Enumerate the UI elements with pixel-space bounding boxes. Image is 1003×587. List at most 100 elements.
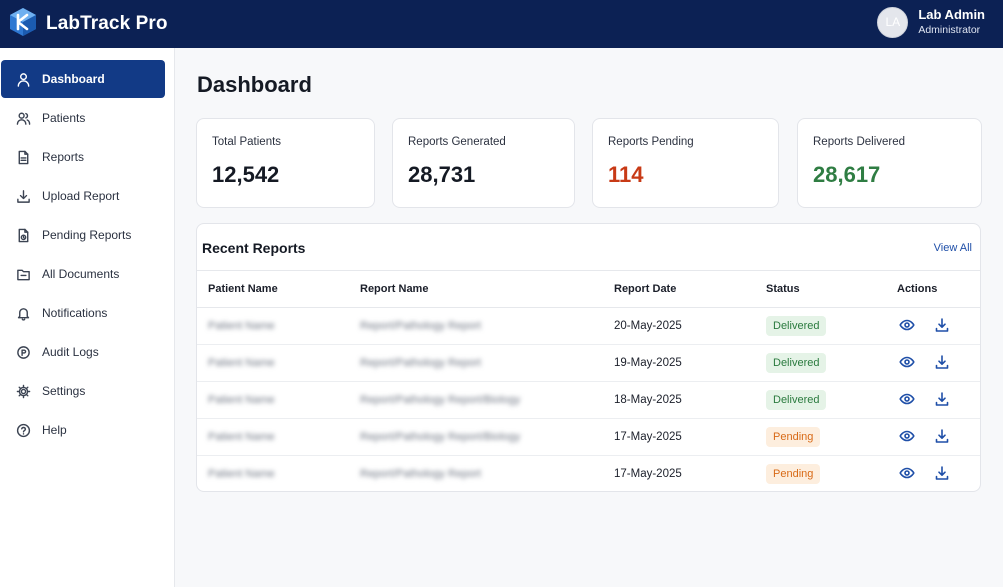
report-name: Report/Pathology Report/Biology [360, 430, 521, 443]
sidebar-item-label: Upload Report [42, 189, 120, 203]
view-icon[interactable] [897, 463, 917, 483]
view-icon[interactable] [897, 352, 917, 372]
table-row[interactable]: Patient Name Report/Pathology Report/Biol… [197, 381, 980, 419]
sidebar-item-settings[interactable]: Settings [1, 372, 165, 410]
actions-cell [896, 344, 980, 382]
recent-reports-table: Patient Name Report Name Report Date Sta… [197, 271, 980, 491]
sidebar-item-label: Reports [42, 150, 85, 164]
table-row[interactable]: Patient Name Report/Pathology Report 17-Ma… [197, 455, 980, 491]
stat-value: 28,617 [813, 162, 881, 187]
sidebar-item-audit-logs[interactable]: Audit Logs [1, 333, 165, 371]
status-cell: Delivered [766, 344, 896, 382]
column-header-actions: Actions [896, 271, 980, 308]
patient-name-cell: Patient Name [197, 307, 360, 345]
page-title: Dashboard [197, 72, 312, 97]
report-name-cell: Report/Pathology Report/Biology [360, 381, 614, 419]
labtrack-logo-icon [8, 7, 38, 42]
sidebar-item-patients[interactable]: Patients [1, 99, 165, 137]
column-header-status[interactable]: Status [766, 271, 896, 308]
report-date: 18-May-2025 [614, 381, 766, 419]
table-row[interactable]: Patient Name Report/Pathology Report/Biol… [197, 418, 980, 456]
sidebar-item-notifications[interactable]: Notifications [1, 294, 165, 332]
view-icon[interactable] [897, 426, 917, 446]
sidebar-item-label: Audit Logs [42, 345, 99, 359]
status-cell: Delivered [766, 307, 896, 345]
audit-logs-icon [15, 344, 31, 360]
sidebar-item-pending-reports[interactable]: Pending Reports [1, 216, 165, 254]
sidebar-item-label: Pending Reports [42, 228, 132, 242]
stat-label: Reports Delivered [813, 136, 906, 148]
view-icon[interactable] [897, 315, 917, 335]
stat-card-total-patients[interactable]: Total Patients 12,542 [196, 118, 375, 208]
actions-cell [896, 455, 980, 491]
report-date: 19-May-2025 [614, 344, 766, 382]
user-menu[interactable]: LA Lab Admin Administrator [877, 6, 985, 38]
avatar[interactable]: LA [877, 6, 909, 38]
table-row[interactable]: Patient Name Report/Pathology Report 19-Ma… [197, 344, 980, 382]
sidebar: Dashboard Patients Reports Upload Report… [0, 48, 175, 587]
sidebar-item-all-documents[interactable]: All Documents [1, 255, 165, 293]
column-header-report-name[interactable]: Report Name [360, 271, 614, 308]
gear-icon [15, 383, 31, 399]
report-date: 17-May-2025 [614, 467, 682, 480]
stat-card-reports-generated[interactable]: Reports Generated 28,731 [392, 118, 575, 208]
patient-name-cell: Patient Name [197, 418, 360, 456]
sidebar-item-dashboard[interactable]: Dashboard [1, 60, 165, 98]
report-name: Report/Pathology Report/Biology [360, 393, 521, 406]
sidebar-item-label: Dashboard [42, 72, 105, 86]
download-icon[interactable] [932, 315, 952, 335]
stat-card-reports-pending[interactable]: Reports Pending 114 [592, 118, 779, 208]
stat-value: 12,542 [212, 162, 280, 187]
stat-card-reports-delivered[interactable]: Reports Delivered 28,617 [797, 118, 982, 208]
logo[interactable]: LabTrack Pro [8, 7, 168, 42]
report-date: 20-May-2025 [614, 307, 766, 345]
recent-reports-panel: Recent Reports View All Patient Name Rep… [196, 223, 981, 492]
stat-value: 114 [608, 162, 644, 187]
stat-label: Total Patients [212, 136, 282, 148]
column-header-patient-name[interactable]: Patient Name [197, 271, 360, 308]
table-row[interactable]: Patient Name Report/Pathology Report 20-Ma… [197, 307, 980, 345]
app-title: LabTrack Pro [46, 13, 168, 34]
status-badge: Pending [766, 426, 821, 447]
sidebar-item-help[interactable]: Help [1, 411, 165, 449]
sidebar-item-label: Notifications [42, 306, 108, 320]
download-icon[interactable] [932, 463, 952, 483]
patient-name: Patient Name [208, 356, 275, 369]
report-name-cell: Report/Pathology Report [360, 455, 614, 491]
user-role: Administrator [918, 24, 981, 36]
status-badge: Delivered [766, 352, 827, 373]
pending-reports-icon [15, 227, 31, 243]
sidebar-item-label: Help [42, 423, 67, 437]
download-icon[interactable] [932, 389, 952, 409]
patient-name-cell: Patient Name [197, 455, 360, 491]
top-bar: LabTrack Pro LA Lab Admin Administrator [0, 0, 1003, 48]
sidebar-item-upload-report[interactable]: Upload Report [1, 177, 165, 215]
report-name-cell: Report/Pathology Report [360, 307, 614, 345]
sidebar-item-label: Patients [42, 111, 86, 125]
view-all-link[interactable]: View All [933, 242, 972, 254]
main-content: Dashboard Total Patients 12,542 Reports … [176, 48, 1003, 587]
patient-name-cell: Patient Name [197, 344, 360, 382]
patient-name: Patient Name [208, 467, 275, 480]
column-header-report-date[interactable]: Report Date [614, 271, 766, 308]
status-cell: Pending [766, 418, 896, 456]
folder-icon [15, 266, 31, 282]
dashboard-icon [15, 71, 31, 87]
recent-reports-header: Recent Reports View All [197, 224, 980, 271]
sidebar-item-reports[interactable]: Reports [1, 138, 165, 176]
sidebar-item-label: All Documents [42, 267, 120, 281]
patient-name: Patient Name [208, 319, 275, 332]
view-icon[interactable] [897, 389, 917, 409]
download-icon[interactable] [932, 426, 952, 446]
patient-name: Patient Name [208, 393, 275, 406]
status-badge: Delivered [766, 315, 827, 336]
report-name-cell: Report/Pathology Report [360, 344, 614, 382]
patient-name-cell: Patient Name [197, 381, 360, 419]
download-icon[interactable] [932, 352, 952, 372]
status-badge: Delivered [766, 389, 827, 410]
stat-value: 28,731 [408, 162, 476, 187]
status-cell: Pending [766, 455, 896, 491]
help-icon [15, 422, 31, 438]
recent-reports-title: Recent Reports [202, 240, 306, 256]
report-name-cell: Report/Pathology Report/Biology [360, 418, 614, 456]
